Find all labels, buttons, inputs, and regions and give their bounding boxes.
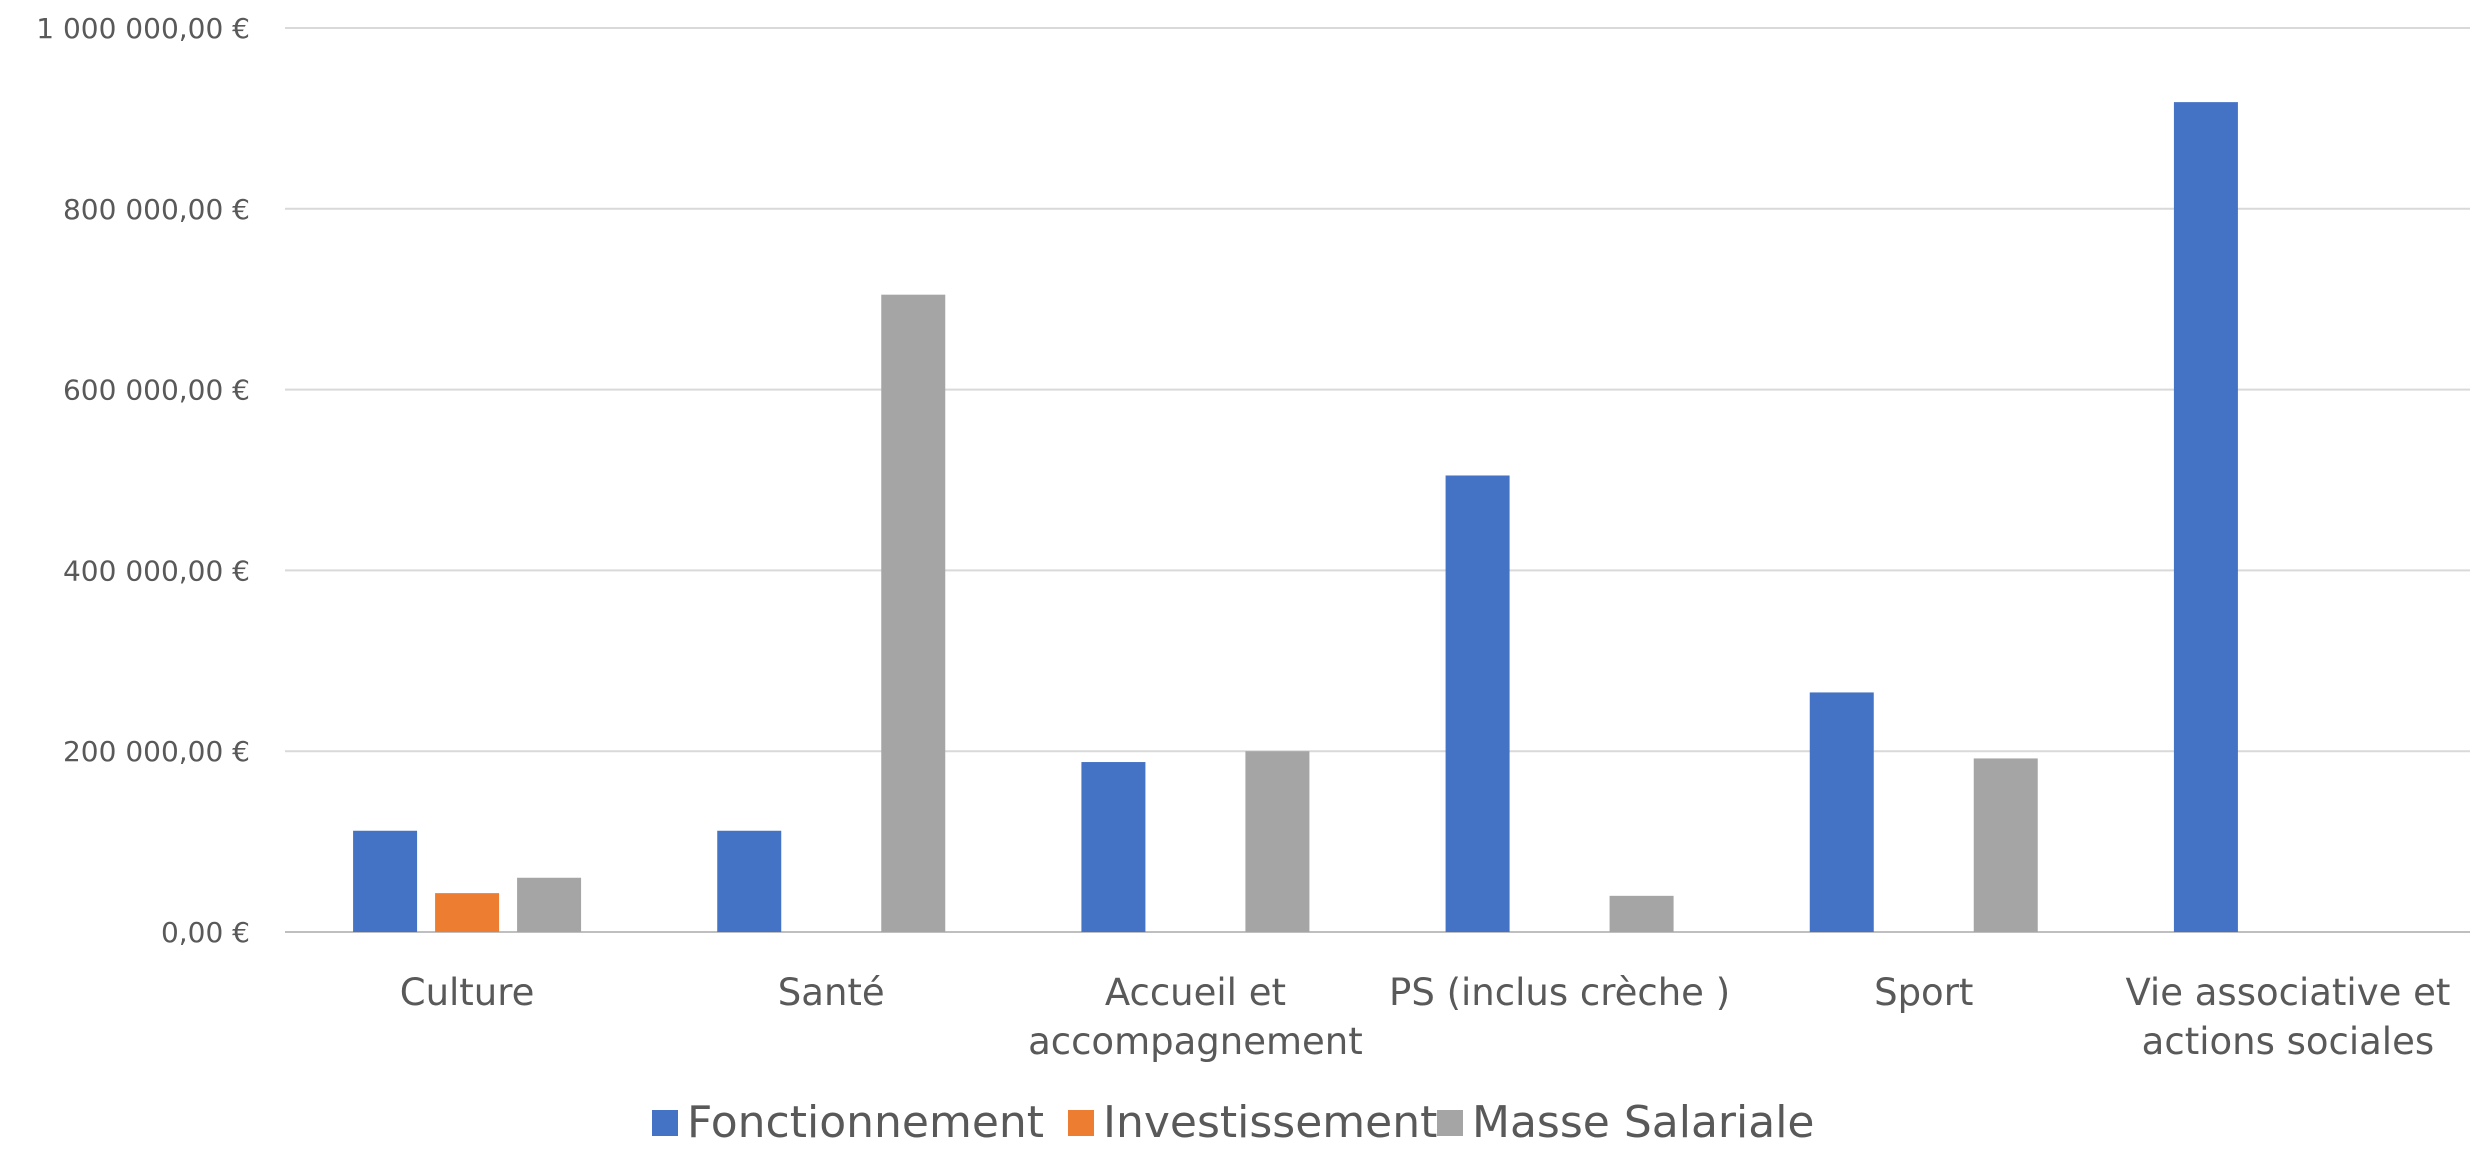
- category-label-line: Sport: [1874, 971, 1973, 1014]
- y-tick-label: 1 000 000,00 €: [36, 12, 250, 45]
- category-label: Culture: [400, 971, 535, 1014]
- bars: [353, 102, 2238, 933]
- bar: [435, 893, 500, 932]
- y-tick-label: 800 000,00 €: [63, 193, 250, 226]
- y-tick-label: 200 000,00 €: [63, 735, 250, 768]
- legend-label: Masse Salariale: [1472, 1097, 1814, 1148]
- bar: [1245, 751, 1310, 932]
- category-label-line: accompagnement: [1028, 1020, 1363, 1063]
- gridlines: [285, 27, 2470, 933]
- category-label-line: actions sociales: [2142, 1020, 2434, 1063]
- category-label: Sport: [1874, 971, 1973, 1014]
- bar: [2173, 102, 2238, 933]
- category-label-line: PS (inclus crèche ): [1389, 971, 1730, 1014]
- category-label-line: Accueil et: [1105, 971, 1286, 1014]
- y-tick-label: 400 000,00 €: [63, 554, 250, 587]
- bar: [1445, 475, 1510, 932]
- bar: [1973, 758, 2038, 932]
- category-label: Vie associative et actions sociales: [2125, 971, 2450, 1063]
- bar: [881, 294, 946, 932]
- category-label: PS (inclus crèche ): [1389, 971, 1730, 1014]
- category-label: Santé: [778, 971, 885, 1014]
- y-tick-label: 0,00 €: [161, 916, 250, 949]
- bar: [717, 830, 782, 932]
- category-label-line: Santé: [778, 971, 885, 1014]
- legend-label: Investissement: [1103, 1097, 1437, 1148]
- x-axis-category-labels: Culture Santé Accueil et accompagnement PS (…: [400, 971, 2451, 1063]
- category-label: Accueil et accompagnement: [1028, 971, 1363, 1063]
- y-axis-tick-labels: 0,00 € 200 000,00 € 400 000,00 € 600 000,00…: [36, 12, 250, 949]
- category-label-line: Vie associative et: [2125, 971, 2450, 1014]
- bar: [1809, 692, 1874, 932]
- legend: Fonctionnement Investissement Masse Salari…: [652, 1097, 1814, 1148]
- bar: [1609, 895, 1674, 932]
- bar: [353, 830, 418, 932]
- legend-swatch: [652, 1110, 678, 1136]
- bar: [517, 877, 582, 932]
- legend-swatch: [1068, 1110, 1094, 1136]
- bar: [1081, 762, 1146, 932]
- legend-label: Fonctionnement: [687, 1097, 1044, 1148]
- category-label-line: Culture: [400, 971, 535, 1014]
- legend-swatch: [1437, 1110, 1463, 1136]
- y-tick-label: 600 000,00 €: [63, 374, 250, 407]
